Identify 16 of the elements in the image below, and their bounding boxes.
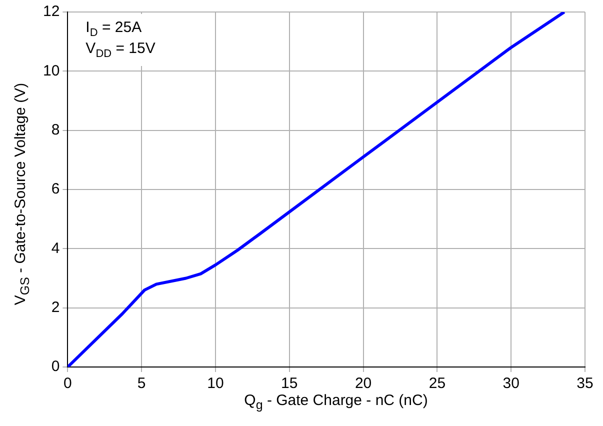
x-tick-label: 0	[64, 375, 72, 392]
y-tick-label: 4	[51, 240, 60, 257]
x-tick-label: 30	[502, 375, 520, 392]
x-tick-label: 25	[428, 375, 446, 392]
y-tick-label: 0	[51, 358, 60, 376]
y-tick-label: 12	[42, 3, 60, 20]
x-axis-title: Q$_{g}$ - Gate Charge - nC (nC)	[244, 392, 428, 412]
x-tick-label: 35	[576, 375, 594, 392]
y-tick-label: 10	[42, 62, 60, 80]
y-tick-label: 8	[51, 121, 60, 138]
x-tick-label: 20	[354, 375, 372, 392]
x-tick-label: 10	[207, 375, 224, 392]
y-tick-label: 6	[51, 180, 60, 198]
x-tick-label: 15	[281, 375, 298, 392]
y-tick-label: 2	[51, 298, 60, 316]
x-tick-label: 5	[137, 375, 146, 392]
